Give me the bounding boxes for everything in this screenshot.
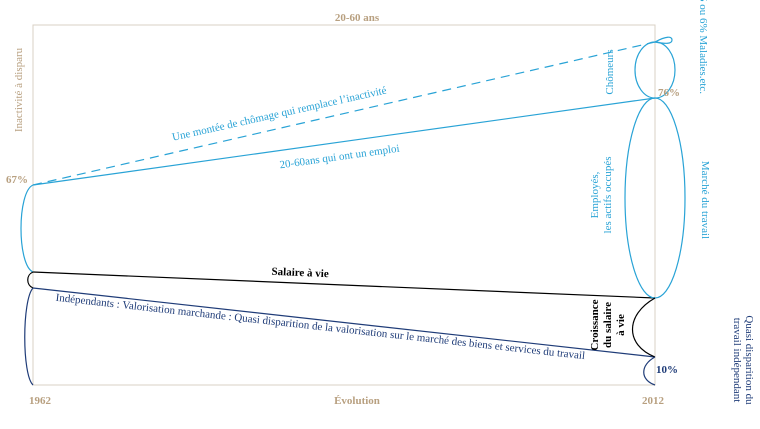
independents-label: Indépendants : Valorisation marchande : … — [55, 292, 586, 362]
start-share: 67% — [6, 174, 28, 186]
independent-note: travail indépendant — [731, 318, 743, 403]
end-share: 76% — [658, 87, 680, 99]
frame — [32, 24, 656, 386]
sick-loop — [654, 36, 673, 44]
employed-label: Employés, — [589, 171, 601, 218]
left-navy-arc — [24, 287, 34, 386]
growth-label: à vie — [615, 314, 627, 336]
salary-label: Salaire à vie — [271, 266, 329, 280]
start-year: 1962 — [29, 395, 52, 407]
independent-note: Quasi disparition du — [743, 315, 755, 405]
unemployed-label: Chômeurs — [604, 49, 616, 94]
salary-line — [32, 271, 656, 299]
employment-line — [32, 97, 656, 186]
left-bump — [27, 271, 34, 289]
title: 20-60 ans — [335, 12, 380, 24]
growth-label: Croissance — [589, 299, 601, 350]
independent-line — [32, 287, 656, 358]
growth-label: du salaire — [602, 302, 614, 348]
right-navy-arc — [643, 356, 656, 386]
sick-label: 5 ou 6% Maladies.etc. — [697, 0, 709, 94]
independent-share: 10% — [656, 364, 678, 376]
axis-label: Évolution — [334, 395, 380, 407]
employed-label: les actifs occupés — [602, 157, 614, 234]
employment-label: 20-60ans qui ont un emploi — [279, 143, 400, 172]
growth-arc — [631, 297, 656, 358]
left-arc — [20, 184, 34, 273]
end-year: 2012 — [642, 395, 665, 407]
dashed-line — [32, 41, 656, 186]
inactive-label: Inactivité à disparu — [13, 47, 25, 132]
unemployment-label: Une montée de chômage qui remplace l’ina… — [171, 84, 388, 143]
market-label: Marché du travail — [699, 161, 711, 239]
